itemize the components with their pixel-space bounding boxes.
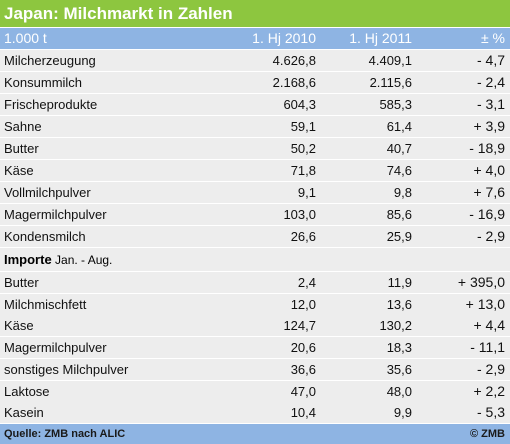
value-cell: 4.626,8 bbox=[272, 53, 316, 68]
value-cell: 48,0 bbox=[386, 383, 412, 399]
value-cell: 71,8 bbox=[290, 163, 316, 178]
section-label: Importe Jan. - Aug. bbox=[4, 248, 112, 272]
value-cell: 10,4 bbox=[290, 405, 316, 421]
value-cell: 74,6 bbox=[386, 163, 412, 178]
value-cell: 9,1 bbox=[297, 185, 316, 200]
table-row: Milchmischfett 12,0 13,6 + 13,0 bbox=[0, 293, 510, 315]
label-cell: Magermilchpulver bbox=[4, 207, 107, 222]
value-cell: - 4,7 bbox=[476, 52, 505, 68]
value-cell: 585,3 bbox=[379, 97, 412, 112]
value-cell: 13,6 bbox=[386, 296, 412, 312]
value-cell: 36,6 bbox=[290, 361, 316, 377]
label-cell: Vollmilchpulver bbox=[4, 185, 91, 200]
table-row: Konsummilch 2.168,6 2.115,6 - 2,4 bbox=[0, 72, 510, 93]
value-cell: 85,6 bbox=[386, 207, 412, 222]
label-cell: Milcherzeugung bbox=[4, 53, 96, 68]
value-cell: - 2,4 bbox=[476, 74, 505, 90]
value-cell: 18,3 bbox=[386, 340, 412, 356]
label-cell: Butter bbox=[4, 275, 39, 290]
value-cell: - 2,9 bbox=[476, 360, 505, 377]
value-cell: - 16,9 bbox=[469, 206, 505, 222]
value-cell: - 11,1 bbox=[470, 339, 505, 356]
value-cell: + 7,6 bbox=[473, 184, 505, 200]
table-row: Sahne 59,1 61,4 + 3,9 bbox=[0, 116, 510, 137]
section-period: Jan. - Aug. bbox=[55, 253, 113, 267]
table-row: Käse 124,7 130,2 + 4,4 bbox=[0, 315, 510, 337]
value-cell: 47,0 bbox=[290, 383, 316, 399]
value-cell: 2.115,6 bbox=[369, 75, 412, 90]
table-row: sonstiges Milchpulver 36,6 35,6 - 2,9 bbox=[0, 358, 510, 380]
value-cell: 20,6 bbox=[290, 340, 316, 356]
value-cell: - 18,9 bbox=[469, 140, 505, 156]
source: Quelle: ZMB nach ALIC bbox=[4, 428, 126, 440]
label-cell: Butter bbox=[4, 141, 39, 156]
value-cell: 11,9 bbox=[387, 275, 412, 290]
value-cell: 604,3 bbox=[283, 97, 316, 112]
value-cell: 2,4 bbox=[297, 275, 316, 290]
label-cell: Kondensmilch bbox=[4, 229, 86, 244]
value-cell: 50,2 bbox=[290, 141, 316, 156]
table-row: Butter 50,2 40,7 - 18,9 bbox=[0, 138, 510, 159]
table-row: Kasein 10,4 9,9 - 5,3 bbox=[0, 402, 510, 424]
table-row: Vollmilchpulver 9,1 9,8 + 7,6 bbox=[0, 182, 510, 203]
value-cell: 40,7 bbox=[386, 141, 412, 156]
label-cell: Käse bbox=[4, 318, 34, 334]
table-row: Milcherzeugung 4.626,8 4.409,1 - 4,7 bbox=[0, 50, 510, 71]
value-cell: 59,1 bbox=[290, 119, 316, 134]
value-cell: 124,7 bbox=[283, 318, 316, 334]
value-cell: - 2,9 bbox=[476, 228, 505, 244]
value-cell: - 5,3 bbox=[476, 404, 505, 421]
value-cell: - 3,1 bbox=[476, 96, 505, 112]
value-cell: + 395,0 bbox=[457, 274, 505, 290]
table-row: Frischeprodukte 604,3 585,3 - 3,1 bbox=[0, 94, 510, 115]
title: Japan: Milchmarkt in Zahlen bbox=[0, 0, 510, 27]
value-cell: 9,8 bbox=[393, 185, 412, 200]
column-header: 1. Hj 2010 bbox=[252, 30, 316, 46]
column-header: ± % bbox=[480, 30, 505, 46]
header-row: 1.000 t 1. Hj 2010 1. Hj 2011 ± % bbox=[0, 28, 510, 49]
label-cell: sonstiges Milchpulver bbox=[4, 361, 129, 377]
label-cell: Magermilchpulver bbox=[4, 340, 107, 356]
value-cell: 25,9 bbox=[386, 229, 412, 244]
value-cell: 103,0 bbox=[283, 207, 316, 222]
table-row: Kondensmilch 26,6 25,9 - 2,9 bbox=[0, 226, 510, 247]
value-cell: + 4,4 bbox=[473, 317, 505, 334]
value-cell: 61,4 bbox=[386, 119, 412, 134]
footer: Quelle: ZMB nach ALIC © ZMB bbox=[0, 424, 510, 444]
value-cell: + 4,0 bbox=[473, 162, 505, 178]
value-cell: 35,6 bbox=[386, 361, 412, 377]
value-cell: 2.168,6 bbox=[272, 75, 316, 90]
table-row: Magermilchpulver 20,6 18,3 - 11,1 bbox=[0, 337, 510, 359]
value-cell: + 3,9 bbox=[473, 118, 505, 134]
table-row: Magermilchpulver 103,0 85,6 - 16,9 bbox=[0, 204, 510, 225]
section-heading: Importe Jan. - Aug. bbox=[0, 248, 510, 271]
table-row: Käse 71,8 74,6 + 4,0 bbox=[0, 160, 510, 181]
label-cell: Kasein bbox=[4, 405, 44, 421]
column-header: 1.000 t bbox=[4, 30, 47, 46]
table-row: Laktose 47,0 48,0 + 2,2 bbox=[0, 380, 510, 402]
value-cell: 26,6 bbox=[290, 229, 316, 244]
column-header: 1. Hj 2011 bbox=[349, 30, 412, 46]
label-cell: Käse bbox=[4, 163, 34, 178]
label-cell: Sahne bbox=[4, 119, 42, 134]
label-cell: Milchmischfett bbox=[4, 296, 87, 312]
value-cell: 4.409,1 bbox=[368, 53, 412, 68]
label-cell: Frischeprodukte bbox=[4, 97, 98, 112]
copyright: © ZMB bbox=[470, 428, 505, 440]
value-cell: + 13,0 bbox=[465, 295, 505, 312]
value-cell: 9,9 bbox=[393, 405, 412, 421]
value-cell: 12,0 bbox=[290, 296, 316, 312]
table-row: Butter 2,4 11,9 + 395,0 bbox=[0, 272, 510, 293]
section-title: Importe bbox=[4, 252, 52, 267]
label-cell: Konsummilch bbox=[4, 75, 83, 90]
value-cell: 130,2 bbox=[379, 318, 412, 334]
value-cell: + 2,2 bbox=[473, 382, 505, 399]
label-cell: Laktose bbox=[4, 383, 50, 399]
